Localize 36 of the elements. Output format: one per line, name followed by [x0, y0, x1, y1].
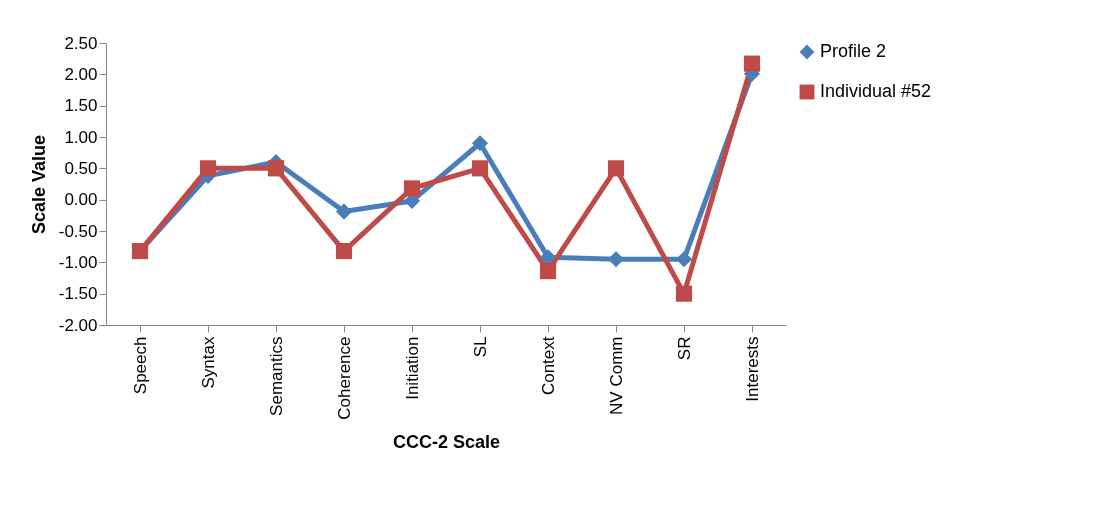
point [471, 160, 489, 177]
point [267, 160, 285, 177]
x-tick-label: Initiation [402, 336, 422, 400]
point [539, 263, 557, 280]
y-tick-label: 2.50 [64, 33, 98, 53]
y-tick-label: 1.50 [64, 96, 98, 116]
point [607, 160, 625, 177]
y-tick-label: 0.00 [64, 190, 98, 210]
point [335, 203, 353, 220]
x-tick-label: Semantics [266, 336, 286, 416]
x-axis-title: CCC-2 Scale [392, 431, 501, 452]
y-tick-label: 0.50 [64, 158, 98, 178]
y-tick-label: -1.50 [58, 284, 98, 304]
point [471, 135, 489, 152]
y-tick-label: -0.50 [58, 221, 98, 241]
x-tick-label: NV Comm [606, 336, 626, 415]
x-tick-label: SL [470, 336, 490, 358]
x-tick-label: Interests [742, 336, 762, 402]
point [539, 249, 557, 266]
x-tick-label: SR [674, 336, 694, 361]
y-tick-label: 1.00 [64, 127, 98, 147]
y-tick-label: -2.00 [58, 315, 98, 335]
x-tick-label: Syntax [198, 336, 218, 389]
point [743, 55, 761, 72]
y-tick-label: 2.00 [64, 64, 98, 84]
x-tick-label: Coherence [334, 336, 354, 420]
x-tick-label: Context [538, 336, 558, 396]
y-tick-label: -1.00 [58, 252, 98, 272]
x-tick-label: Speech [130, 336, 150, 395]
point [403, 180, 421, 197]
point [335, 242, 353, 260]
point [199, 160, 217, 177]
legend-label: Individual #52 [820, 81, 932, 101]
point [675, 285, 693, 302]
legend-label: Profile 2 [820, 41, 887, 61]
y-axis-title: Scale Value [28, 134, 49, 235]
